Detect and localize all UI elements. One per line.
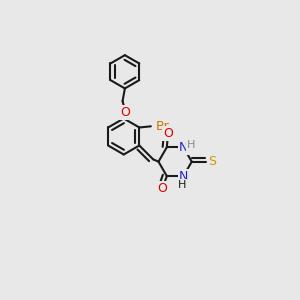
Text: N: N (179, 169, 188, 183)
Text: O: O (158, 182, 168, 195)
Text: Br: Br (155, 120, 169, 133)
Text: O: O (163, 128, 173, 140)
Text: H: H (187, 140, 196, 150)
Text: O: O (120, 106, 130, 119)
Text: S: S (208, 155, 216, 168)
Text: N: N (179, 141, 188, 154)
Text: H: H (178, 180, 187, 190)
